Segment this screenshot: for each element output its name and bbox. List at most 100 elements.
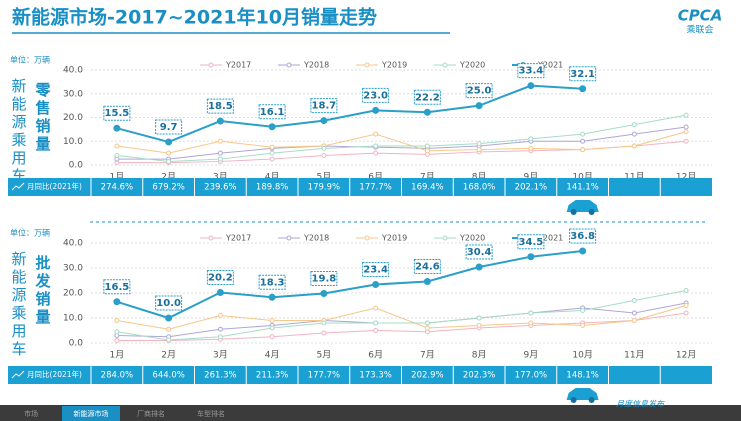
y-tick-label: 30.0	[63, 89, 83, 99]
data-point	[631, 318, 637, 323]
y-tick-label: 30.0	[63, 264, 83, 274]
data-label: 22.2	[415, 92, 440, 103]
legend-label: Y2017	[225, 61, 251, 70]
series-line	[116, 290, 687, 341]
footer-tab: 市场	[24, 409, 38, 418]
data-point	[423, 108, 431, 116]
x-tick-label: 2月	[161, 350, 176, 361]
data-point	[476, 323, 482, 328]
legend-label: Y2020	[459, 61, 485, 70]
footer-tab-active	[62, 406, 120, 421]
data-label: 18.3	[260, 277, 285, 288]
data-label: 16.5	[105, 282, 130, 293]
data-point	[476, 141, 482, 147]
legend-label: Y2021	[537, 234, 563, 243]
data-label: 36.8	[570, 231, 595, 242]
data-point	[580, 138, 586, 144]
data-point	[475, 263, 483, 271]
data-point	[424, 325, 430, 331]
data-label-box	[103, 105, 131, 121]
x-tick-label: 7月	[420, 350, 435, 361]
data-label: 23.0	[363, 90, 388, 101]
x-tick-label: 3月	[213, 172, 228, 183]
data-point	[321, 145, 327, 151]
data-label-box	[413, 89, 441, 105]
data-label: 10.0	[156, 298, 181, 309]
x-tick-label: 9月	[524, 350, 539, 361]
y-axis-label: 批发销量	[34, 254, 52, 327]
data-point	[216, 289, 224, 296]
data-point	[631, 143, 637, 149]
data-point	[579, 247, 587, 255]
yoy-value: 202.3%	[463, 371, 495, 381]
y-tick-label: 10.0	[63, 314, 83, 324]
data-point	[476, 315, 482, 321]
x-tick-label: 11月	[624, 350, 644, 361]
legend-marker	[442, 62, 448, 68]
yoy-value: 202.9%	[411, 371, 443, 381]
legend-label: Y2019	[381, 61, 407, 70]
legend-label: Y2019	[381, 234, 407, 243]
y-tick-label: 40.0	[63, 66, 83, 76]
data-label: 20.2	[208, 273, 233, 284]
page-title: 新能源市场-2017~2021年10月销量走势	[12, 6, 377, 29]
x-tick-label: 10月	[572, 172, 592, 183]
series-line	[116, 312, 687, 341]
data-point	[269, 150, 275, 156]
x-tick-label: 6月	[368, 172, 383, 183]
data-point	[114, 338, 120, 343]
legend-label: Y2020	[459, 234, 485, 243]
data-label: 33.4	[519, 66, 544, 77]
legend-marker	[442, 235, 448, 241]
data-point	[373, 305, 379, 311]
data-point	[268, 293, 276, 301]
data-label-box	[155, 295, 183, 311]
data-point	[372, 281, 380, 288]
series-line	[116, 84, 583, 144]
data-label: 9.7	[160, 122, 178, 133]
data-point	[114, 143, 120, 149]
car-icon	[566, 200, 599, 212]
data-point	[269, 325, 275, 331]
data-point	[528, 310, 534, 316]
yoy-value: 261.3%	[204, 371, 236, 381]
footer-tab: 新能源市场	[74, 409, 109, 418]
data-point	[683, 288, 689, 293]
data-label-box	[413, 259, 441, 274]
data-point	[217, 313, 223, 318]
data-label-box	[310, 271, 338, 286]
data-point	[683, 303, 689, 308]
legend-marker	[286, 235, 292, 241]
data-point	[114, 318, 120, 323]
x-tick-label: 8月	[472, 350, 487, 361]
data-point	[269, 144, 275, 150]
legend-marker	[208, 62, 214, 68]
data-label: 15.5	[105, 108, 130, 119]
data-point	[321, 153, 327, 158]
logo-text: CPCA	[678, 7, 723, 25]
data-point	[165, 314, 173, 322]
data-point	[321, 330, 327, 336]
data-label-box	[258, 104, 286, 120]
yoy-value: 177.7%	[359, 183, 391, 193]
data-point	[217, 150, 223, 156]
data-point	[528, 320, 534, 326]
yoy-icon	[11, 370, 25, 379]
yoy-value: 141.1%	[566, 183, 598, 193]
logo-name: 乘联会	[686, 24, 713, 36]
data-point	[683, 129, 689, 135]
yoy-value: 679.2%	[152, 183, 184, 193]
x-tick-label: 2月	[161, 172, 176, 183]
data-point	[580, 147, 586, 153]
y-tick-label: 0.0	[69, 339, 84, 349]
data-point	[579, 85, 587, 93]
legend-marker	[364, 235, 370, 241]
data-point	[423, 278, 431, 285]
series-line	[116, 250, 583, 320]
legend-label: Y2018	[303, 234, 329, 243]
y-tick-label: 40.0	[63, 239, 83, 249]
yoy-row	[8, 178, 712, 196]
legend-marker	[286, 62, 292, 68]
data-label-box	[465, 244, 493, 260]
legend-label: Y2021	[537, 61, 563, 70]
